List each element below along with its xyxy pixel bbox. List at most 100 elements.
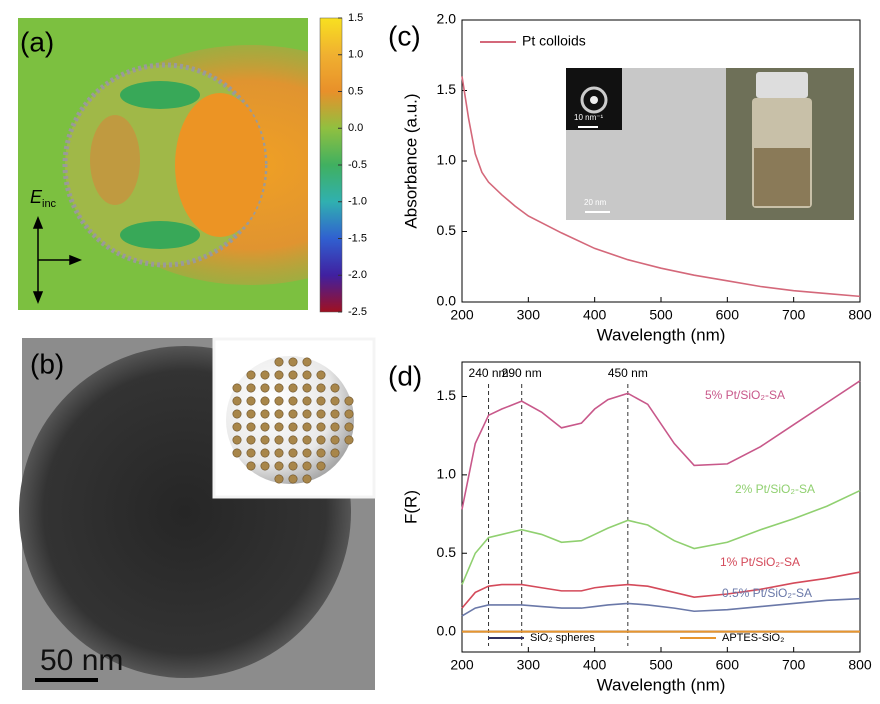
particle	[302, 422, 312, 432]
x-tick-label: 700	[782, 657, 806, 673]
y-tick-label: 0.5	[437, 544, 457, 560]
particle	[274, 448, 284, 458]
particle	[274, 409, 284, 419]
x-tick-label: 600	[716, 307, 740, 323]
y-axis-title: Absorbance (a.u.)	[401, 93, 420, 228]
particle	[246, 422, 256, 432]
x-tick-label: 200	[450, 307, 474, 323]
particle	[302, 357, 312, 367]
x-tick-label: 700	[782, 307, 806, 323]
particle	[288, 396, 298, 406]
particle	[288, 357, 298, 367]
particle	[302, 396, 312, 406]
particle	[288, 435, 298, 445]
colorbar-tick-label: -0.5	[348, 159, 367, 171]
particle	[302, 461, 312, 471]
colorbar-tick-label: 1.5	[348, 12, 363, 24]
particle	[274, 383, 284, 393]
inset-photo	[566, 68, 854, 220]
particle	[288, 461, 298, 471]
y-tick-label: 0.0	[437, 293, 457, 309]
particle	[274, 435, 284, 445]
legend-label: SiO₂ spheres	[530, 632, 595, 644]
data-line	[461, 571, 861, 609]
particle	[316, 448, 326, 458]
x-tick-label: 800	[848, 657, 872, 673]
colorbar-tick-label: 0.5	[348, 85, 363, 97]
series-label: 0.5% Pt/SiO₂-SA	[722, 586, 812, 600]
field-map	[18, 18, 308, 310]
particle	[274, 461, 284, 471]
particle	[232, 409, 242, 419]
particle	[288, 448, 298, 458]
x-axis-title: Wavelength (nm)	[597, 325, 726, 344]
legend-label: Pt colloids	[522, 33, 586, 49]
particle	[232, 383, 242, 393]
x-tick-label: 500	[649, 307, 673, 323]
y-tick-label: 1.0	[437, 152, 457, 168]
particle	[260, 409, 270, 419]
y-tick-label: 1.0	[437, 466, 457, 482]
particle	[274, 357, 284, 367]
particle	[274, 422, 284, 432]
particle	[232, 396, 242, 406]
particle	[344, 422, 354, 432]
y-axis-title: F(R)	[401, 490, 420, 524]
particle	[344, 409, 354, 419]
particle	[274, 474, 284, 484]
legend-label: APTES-SiO₂	[722, 632, 784, 644]
inset-label: 10 nm⁻¹	[574, 113, 603, 122]
y-tick-label: 1.5	[437, 81, 457, 97]
particle	[246, 370, 256, 380]
tem-image	[19, 337, 376, 690]
scale-bar-label: 50 nm	[40, 644, 123, 677]
x-tick-label: 400	[583, 307, 607, 323]
data-line	[461, 76, 861, 298]
particle	[316, 409, 326, 419]
particle	[330, 435, 340, 445]
particle	[232, 435, 242, 445]
y-tick-label: 2.0	[437, 11, 457, 27]
y-tick-label: 0.0	[437, 622, 457, 638]
series-label: 2% Pt/SiO₂-SA	[735, 482, 815, 496]
particle	[274, 396, 284, 406]
particle	[274, 370, 284, 380]
particle	[260, 461, 270, 471]
particle	[246, 409, 256, 419]
y-tick-label: 1.5	[437, 387, 457, 403]
annotation-label: 240 nm	[469, 366, 509, 380]
particle	[330, 448, 340, 458]
x-tick-label: 500	[649, 657, 673, 673]
x-tick-label: 400	[583, 657, 607, 673]
particle	[302, 435, 312, 445]
particle	[288, 409, 298, 419]
particle	[288, 422, 298, 432]
annotation-label: 290 nm	[502, 366, 542, 380]
particle	[316, 461, 326, 471]
colorbar-tick-label: -2.0	[348, 269, 367, 281]
panel-label: (b)	[30, 348, 64, 379]
x-tick-label: 300	[517, 307, 541, 323]
particle	[302, 409, 312, 419]
particle	[260, 383, 270, 393]
annotation-label: 450 nm	[608, 366, 648, 380]
particle	[302, 370, 312, 380]
particle	[316, 435, 326, 445]
colorbar-tick-label: 0.0	[348, 122, 363, 134]
particle	[288, 370, 298, 380]
panel-label: (d)	[388, 360, 422, 391]
particle	[302, 474, 312, 484]
particle	[330, 409, 340, 419]
colorbar-tick-label: -1.5	[348, 232, 367, 244]
particle	[330, 383, 340, 393]
particle	[330, 422, 340, 432]
particle	[246, 461, 256, 471]
series-label: 1% Pt/SiO₂-SA	[720, 555, 800, 569]
field-arrows	[32, 215, 83, 305]
inset-label: 20 nm	[584, 198, 607, 207]
particle	[316, 396, 326, 406]
particle	[260, 396, 270, 406]
particle	[246, 383, 256, 393]
